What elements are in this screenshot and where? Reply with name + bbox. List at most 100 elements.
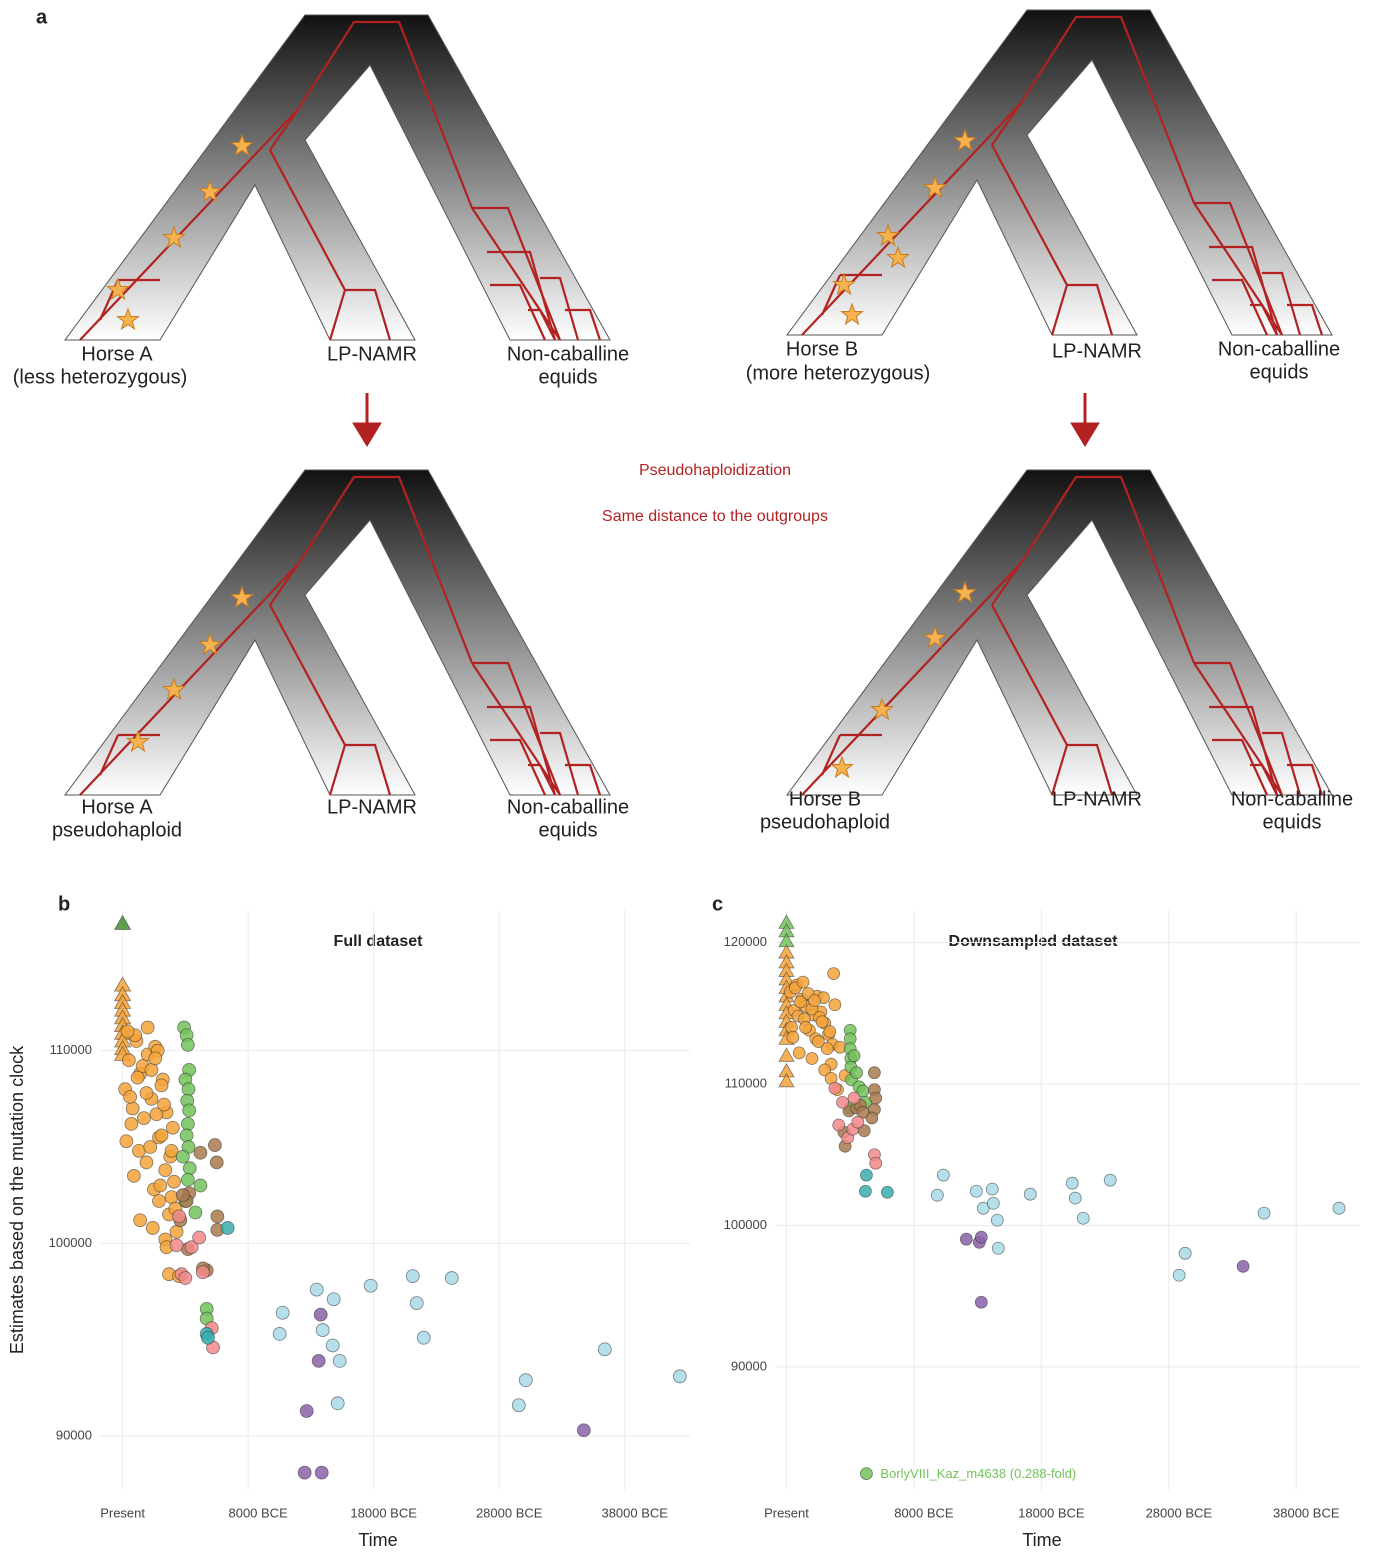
- lineage: [1287, 303, 1324, 336]
- data-point: [363, 1278, 378, 1293]
- mutation-star: [162, 225, 186, 249]
- data-point: [193, 1178, 208, 1193]
- mutation-star: [832, 272, 856, 296]
- data-point: [778, 1047, 795, 1062]
- data-point: [121, 1053, 136, 1068]
- data-point: [196, 1265, 210, 1280]
- lineage: [471, 207, 561, 341]
- panel-label: a: [36, 6, 48, 28]
- data-point: [182, 1103, 197, 1118]
- data-point: [158, 1163, 173, 1178]
- lineage: [487, 705, 557, 796]
- data-point: [180, 1172, 195, 1187]
- lineage: [991, 562, 1022, 606]
- data-point: [969, 1184, 983, 1198]
- lineage: [1067, 743, 1114, 796]
- data-point: [144, 1063, 159, 1077]
- lineage: [269, 107, 300, 151]
- tree-label: (less heterozygous): [13, 366, 188, 388]
- data-point: [124, 1116, 139, 1131]
- lineage: [487, 250, 557, 341]
- lineage: [1067, 283, 1114, 336]
- data-point: [847, 1049, 861, 1063]
- mutation-star: [230, 133, 254, 157]
- data-point: [154, 1128, 169, 1143]
- data-point: [275, 1305, 290, 1320]
- tree-label: equids: [539, 366, 598, 388]
- x-tick-label: Present: [764, 1505, 809, 1520]
- data-point: [184, 1240, 199, 1255]
- tree-shape: [786, 9, 1333, 336]
- tree-label: LP-NAMR: [1052, 340, 1142, 362]
- data-point: [794, 995, 807, 1009]
- mutation-star: [953, 580, 977, 604]
- data-point: [164, 1190, 179, 1205]
- data-point: [1076, 1211, 1090, 1225]
- tree-label: Non-caballine: [1218, 338, 1340, 360]
- mutation-star: [876, 223, 900, 247]
- data-point: [164, 1143, 179, 1158]
- x-axis-label: Time: [1022, 1530, 1061, 1550]
- mutation-star: [886, 245, 910, 269]
- data-point: [143, 1140, 158, 1154]
- data-point: [326, 1292, 341, 1307]
- y-tick-label: 110000: [50, 1042, 92, 1057]
- data-point: [148, 1051, 163, 1066]
- data-point: [181, 1082, 196, 1097]
- x-tick-label: 8000 BCE: [894, 1505, 954, 1520]
- lineage: [471, 662, 561, 796]
- data-point: [936, 1168, 950, 1182]
- data-point: [145, 1221, 160, 1235]
- lineage: [1262, 271, 1302, 336]
- data-point: [139, 1155, 154, 1170]
- y-tick-label: 100000: [724, 1217, 767, 1232]
- data-point: [974, 1295, 988, 1309]
- data-point: [137, 1111, 151, 1126]
- mutation-star: [126, 729, 150, 753]
- tree-label: LP-NAMR: [327, 343, 417, 365]
- data-point: [140, 1020, 155, 1035]
- data-point: [859, 1184, 872, 1198]
- data-point: [133, 1213, 148, 1228]
- y-tick-label: 110000: [725, 1075, 767, 1090]
- tree-label: equids: [1263, 811, 1322, 833]
- lineage: [490, 283, 547, 341]
- data-point: [169, 1224, 184, 1239]
- x-tick-label: 18000 BCE: [350, 1505, 417, 1520]
- data-point: [832, 1118, 846, 1132]
- data-point: [672, 1369, 687, 1384]
- data-point: [1172, 1268, 1186, 1282]
- data-point: [119, 1134, 134, 1149]
- data-point: [325, 1338, 340, 1353]
- lineage: [345, 288, 392, 341]
- tree: Horse A(less heterozygous) LP-NAMR Non-cab…: [13, 14, 629, 388]
- data-point: [990, 1213, 1004, 1227]
- data-point: [597, 1342, 612, 1357]
- data-point: [169, 1238, 184, 1253]
- data-point: [165, 1120, 180, 1135]
- lineage: [1212, 738, 1269, 796]
- data-point: [272, 1327, 287, 1341]
- data-point: [818, 1063, 832, 1077]
- data-point: [823, 1025, 837, 1039]
- data-point: [850, 1066, 863, 1080]
- tree-label: Non-caballine: [1231, 788, 1353, 810]
- tree-label: Horse B: [789, 788, 861, 810]
- tree-label: Horse A: [81, 343, 153, 365]
- tree-shape: [786, 469, 1333, 796]
- tree-shape: [64, 469, 611, 796]
- data-point: [188, 1205, 203, 1220]
- lineage: [1250, 303, 1278, 336]
- arrow: [352, 393, 1100, 447]
- data-point: [856, 1105, 870, 1119]
- data-point: [175, 1188, 190, 1203]
- data-point: [792, 1046, 806, 1060]
- tree-label: Non-caballine: [507, 343, 629, 365]
- data-point: [808, 994, 821, 1007]
- data-point: [297, 1465, 312, 1480]
- lineage: [991, 102, 1022, 146]
- x-tick-label: 18000 BCE: [1018, 1505, 1085, 1520]
- data-point: [193, 1145, 208, 1160]
